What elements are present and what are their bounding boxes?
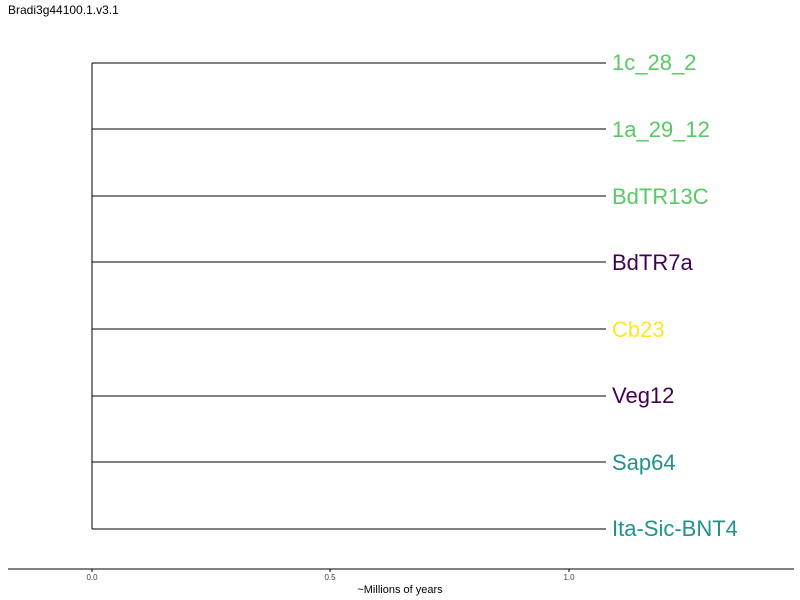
x-tick-label-1: 0.5 bbox=[324, 573, 336, 582]
x-tick-label-2: 1.0 bbox=[563, 573, 575, 582]
branch-1: 1a_29_12 bbox=[92, 117, 710, 142]
branch-3: BdTR7a bbox=[92, 250, 693, 275]
branch-6: Sap64 bbox=[92, 450, 676, 475]
leaf-label-6: Sap64 bbox=[612, 450, 676, 475]
x-axis: 0.0 0.5 1.0 ~Millions of years bbox=[8, 568, 794, 596]
x-axis-title: ~Millions of years bbox=[357, 584, 443, 596]
branch-0: 1c_28_2 bbox=[92, 50, 696, 75]
x-tick-label-0: 0.0 bbox=[86, 573, 98, 582]
branch-4: Cb23 bbox=[92, 317, 665, 342]
leaf-label-1: 1a_29_12 bbox=[612, 117, 710, 142]
tree-title: Bradi3g44100.1.v3.1 bbox=[8, 3, 119, 17]
leaf-label-4: Cb23 bbox=[612, 317, 665, 342]
branch-7: Ita-Sic-BNT4 bbox=[92, 516, 738, 541]
leaf-label-5: Veg12 bbox=[612, 383, 674, 408]
leaf-label-0: 1c_28_2 bbox=[612, 50, 696, 75]
branch-2: BdTR13C bbox=[92, 184, 709, 209]
leaf-label-7: Ita-Sic-BNT4 bbox=[612, 516, 738, 541]
branch-5: Veg12 bbox=[92, 383, 674, 408]
leaf-label-3: BdTR7a bbox=[612, 250, 693, 275]
leaf-label-2: BdTR13C bbox=[612, 184, 709, 209]
